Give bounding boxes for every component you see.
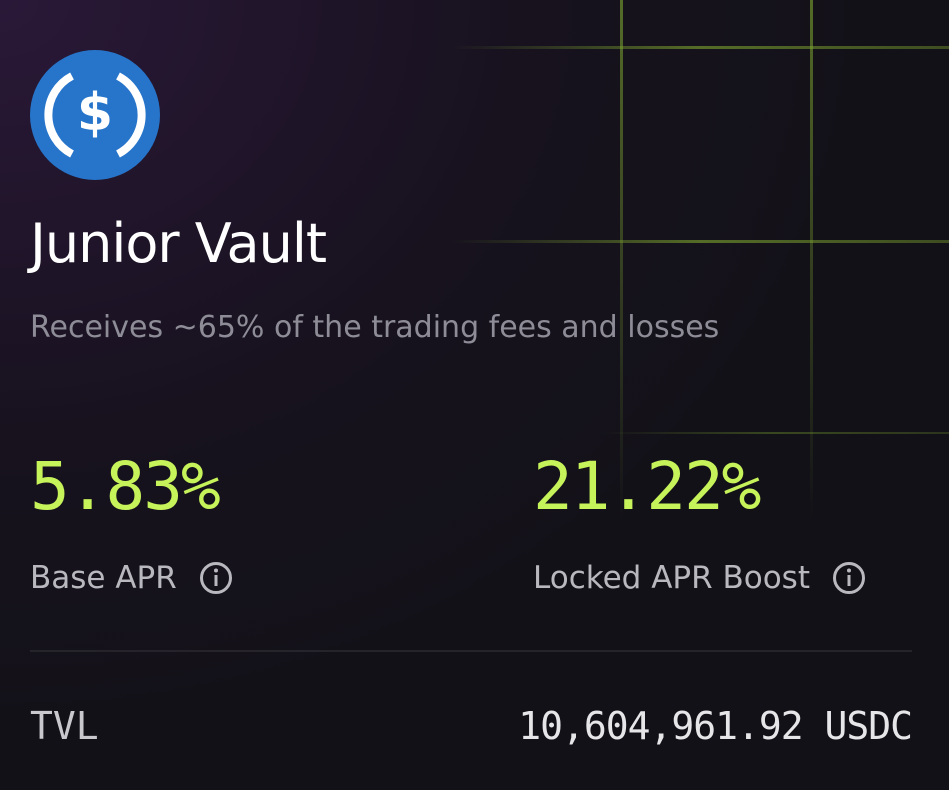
svg-text:$: $ [77, 83, 113, 143]
stat-value: 21.22% [533, 448, 761, 525]
info-icon[interactable] [832, 561, 866, 595]
stat-label: Base APR [30, 560, 233, 596]
tvl-value: 10,604,961.92 USDC [518, 704, 913, 748]
info-icon[interactable] [199, 561, 233, 595]
vault-title: Junior Vault [30, 212, 327, 275]
stat-label-text: Locked APR Boost [533, 560, 810, 596]
divider [30, 650, 912, 652]
stat-label: Locked APR Boost [533, 560, 866, 596]
tvl-label: TVL [30, 704, 99, 748]
stat-label-text: Base APR [30, 560, 177, 596]
usdc-icon: $ [30, 50, 160, 180]
stat-value: 5.83% [30, 448, 221, 525]
vault-subtitle: Receives ~65% of the trading fees and lo… [30, 310, 720, 345]
